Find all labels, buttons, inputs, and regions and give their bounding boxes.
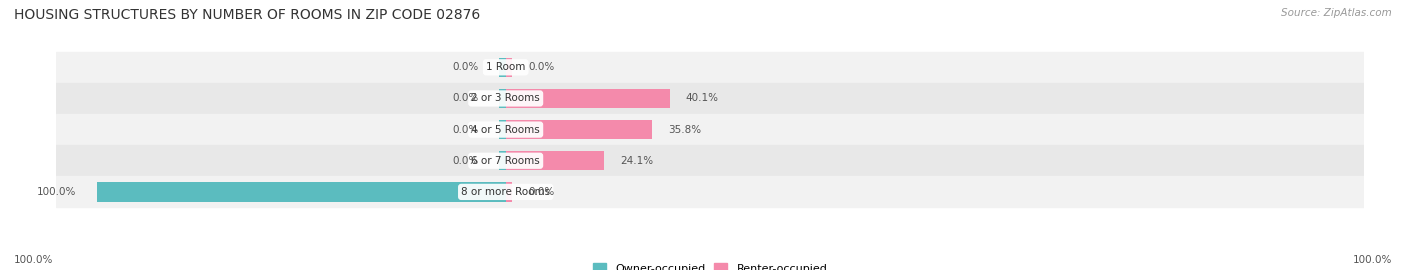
Text: 6 or 7 Rooms: 6 or 7 Rooms [471, 156, 540, 166]
Text: 100.0%: 100.0% [38, 187, 77, 197]
Bar [56, 114, 1364, 145]
Text: 24.1%: 24.1% [620, 156, 654, 166]
Bar [499, 58, 506, 77]
Bar [506, 89, 669, 108]
Bar [499, 120, 506, 139]
Bar [56, 52, 1364, 83]
Bar [506, 120, 652, 139]
Bar [499, 151, 506, 170]
Text: 0.0%: 0.0% [453, 156, 479, 166]
Text: HOUSING STRUCTURES BY NUMBER OF ROOMS IN ZIP CODE 02876: HOUSING STRUCTURES BY NUMBER OF ROOMS IN… [14, 8, 481, 22]
Bar [56, 176, 1364, 207]
Bar [506, 58, 512, 77]
Bar [56, 145, 1364, 176]
Text: 4 or 5 Rooms: 4 or 5 Rooms [471, 124, 540, 135]
Text: 100.0%: 100.0% [14, 255, 53, 265]
Text: 0.0%: 0.0% [453, 93, 479, 103]
Text: 8 or more Rooms: 8 or more Rooms [461, 187, 550, 197]
Text: 1 Room: 1 Room [486, 62, 526, 72]
Text: 0.0%: 0.0% [453, 124, 479, 135]
Bar [97, 182, 506, 202]
Text: 0.0%: 0.0% [529, 187, 555, 197]
Text: 35.8%: 35.8% [668, 124, 702, 135]
Bar [506, 182, 512, 202]
Text: 2 or 3 Rooms: 2 or 3 Rooms [471, 93, 540, 103]
Legend: Owner-occupied, Renter-occupied: Owner-occupied, Renter-occupied [588, 259, 832, 270]
Text: 0.0%: 0.0% [453, 62, 479, 72]
Text: 40.1%: 40.1% [686, 93, 718, 103]
Text: Source: ZipAtlas.com: Source: ZipAtlas.com [1281, 8, 1392, 18]
Bar [506, 151, 605, 170]
Text: 0.0%: 0.0% [529, 62, 555, 72]
Text: 100.0%: 100.0% [1353, 255, 1392, 265]
Bar [56, 83, 1364, 114]
Bar [499, 89, 506, 108]
